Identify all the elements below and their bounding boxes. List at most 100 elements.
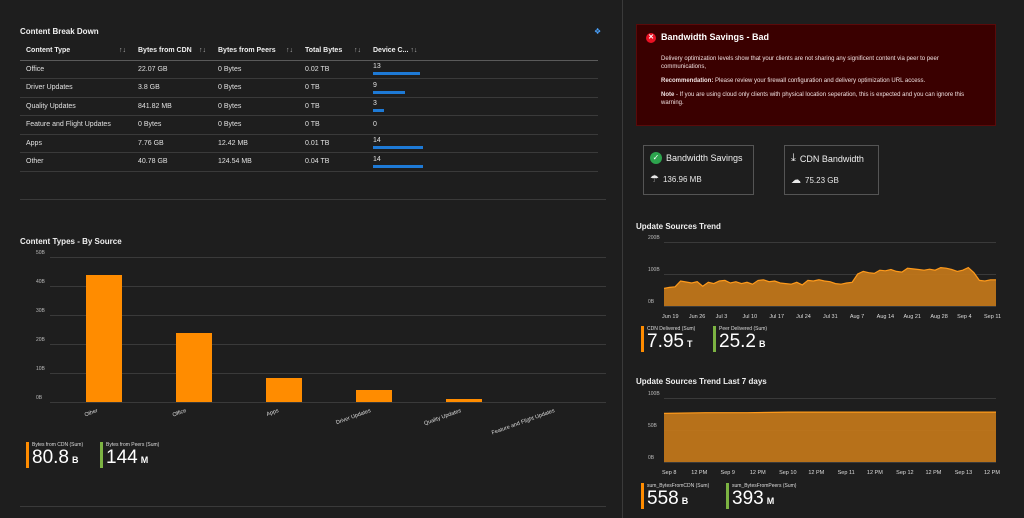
legend-label: sum_BytesFromCDN (Sum)	[647, 483, 710, 489]
legend-value: 144	[106, 447, 138, 468]
x-tick-label: Aug 28	[930, 314, 948, 320]
legend-value-row: 558 B	[647, 489, 709, 511]
gridline	[664, 462, 996, 463]
cell-total: 0 TB	[299, 115, 367, 135]
bar	[356, 390, 392, 402]
table-row[interactable]: Apps 7.76 GB 12.42 MB 0.01 TB 14	[20, 134, 598, 153]
legend-item: CDN Delivered (Sum) 7.95 T	[641, 326, 695, 354]
right-panel	[622, 0, 1024, 518]
col-devices[interactable]: Device C... ↑↓	[367, 42, 598, 61]
table-row[interactable]: Other 40.78 GB 124.54 MB 0.04 TB 14	[20, 152, 598, 172]
legend-item: Peer Delivered (Sum) 25.2 B	[713, 326, 767, 354]
bar	[86, 274, 122, 402]
y-tick-label: 20B	[36, 337, 45, 343]
cell-total: 0 TB	[299, 78, 367, 98]
x-tick-label: Sep 9	[720, 470, 735, 476]
x-tick-label: Jul 10	[742, 314, 758, 320]
x-tick-label: 12 PM	[691, 470, 708, 476]
legend-label: Peer Delivered (Sum)	[719, 326, 768, 332]
cell-total: 0.01 TB	[299, 134, 367, 153]
cell-cdn: 22.07 GB	[132, 60, 212, 79]
legend-label: CDN Delivered (Sum)	[647, 326, 696, 332]
alert-note: Note - If you are using cloud only clien…	[661, 92, 965, 106]
x-tick-label: Sep 11	[837, 470, 855, 476]
col-content-type[interactable]: Content Type ↑↓	[20, 42, 132, 61]
sort-icon[interactable]: ↑↓	[199, 47, 206, 55]
legend-item: Bytes from CDN (Sum) 80.8 B	[26, 442, 83, 470]
x-tick-label: 12 PM	[808, 470, 825, 476]
content-breakdown-table: Content Type ↑↓ Bytes from CDN ↑↓ Bytes fr…	[20, 42, 598, 172]
cell-total: 0.04 TB	[299, 152, 367, 172]
legend-unit: T	[686, 339, 693, 349]
pin-icon[interactable]: ❖	[594, 27, 602, 36]
legend-color-bar	[641, 483, 644, 509]
bandwidth-savings-card: ✓ Bandwidth Savings ☂ 136.96 MB	[643, 145, 754, 195]
series-area	[664, 412, 996, 462]
device-count-bar	[373, 109, 384, 113]
cell-cdn: 40.78 GB	[132, 152, 212, 172]
table-row[interactable]: Driver Updates 3.8 GB 0 Bytes 0 TB 9	[20, 78, 598, 98]
breakdown-title: Content Break Down	[20, 27, 99, 36]
cell-type: Office	[20, 60, 132, 79]
col-total[interactable]: Total Bytes ↑↓	[299, 42, 367, 61]
cell-type: Driver Updates	[20, 78, 132, 98]
device-count-bar	[373, 146, 423, 150]
savings-title: Bandwidth Savings	[666, 153, 743, 163]
cloud-icon: ☁	[791, 175, 801, 186]
cell-devices: 14	[367, 152, 598, 172]
cell-peers: 0 Bytes	[212, 60, 299, 79]
col-peers[interactable]: Bytes from Peers ↑↓	[212, 42, 299, 61]
error-icon: ✕	[646, 33, 656, 43]
table-row[interactable]: Office 22.07 GB 0 Bytes 0.02 TB 13	[20, 60, 598, 79]
cdn-value: 75.23 GB	[805, 176, 839, 185]
x-tick-label: 12 PM	[984, 470, 1000, 476]
sort-icon[interactable]: ↑↓	[286, 47, 293, 55]
gridline	[664, 398, 996, 399]
device-count-bar	[373, 90, 405, 94]
x-tick-label: Sep 13	[954, 470, 973, 476]
legend-label: sum_BytesFromPeers (Sum)	[732, 483, 797, 489]
x-tick-label: Aug 7	[849, 314, 865, 320]
sort-icon[interactable]: ↑↓	[354, 47, 361, 55]
cell-peers: 0 Bytes	[212, 78, 299, 98]
legend-item: sum_BytesFromPeers (Sum) 393 M	[726, 483, 796, 511]
y-tick-label: 0B	[36, 395, 43, 401]
sort-icon[interactable]: ↑↓	[119, 47, 126, 55]
series-area	[664, 267, 996, 306]
cell-peers: 0 Bytes	[212, 97, 299, 116]
x-tick-label: Jul 17	[769, 314, 785, 320]
x-tick-label: Sep 12	[896, 470, 914, 476]
legend-unit: B	[758, 339, 766, 349]
x-tick-label: Sep 4	[957, 314, 972, 320]
y-tick-label: 0B	[648, 299, 655, 305]
cell-cdn: 3.8 GB	[132, 78, 212, 98]
gridline	[664, 306, 996, 307]
cdn-title: CDN Bandwidth	[799, 153, 864, 164]
series-line	[664, 411, 996, 414]
bandwidth-alert: ✕ Bandwidth Savings - Bad Delivery optim…	[636, 24, 996, 126]
device-count-bar	[373, 164, 423, 168]
cell-cdn: 7.76 GB	[132, 134, 212, 153]
cell-cdn: 0 Bytes	[132, 115, 212, 135]
bar	[266, 377, 302, 402]
x-tick-label: Aug 14	[876, 314, 895, 320]
cell-type: Other	[20, 152, 132, 172]
x-tick-label: Aug 21	[903, 314, 921, 320]
x-tick-label: Jul 3	[715, 314, 728, 320]
area-svg	[664, 411, 996, 462]
device-count-bar	[373, 72, 420, 76]
legend-item: Bytes from Peers (Sum) 144 M	[100, 442, 159, 470]
legend-item: sum_BytesFromCDN (Sum) 558 B	[641, 483, 709, 511]
legend-unit: M	[766, 496, 775, 506]
legend-value: 558	[647, 488, 679, 509]
cell-type: Apps	[20, 134, 132, 153]
table-row[interactable]: Feature and Flight Updates 0 Bytes 0 Bytes…	[20, 115, 598, 135]
legend-value: 393	[732, 488, 764, 509]
cell-devices: 3	[367, 97, 598, 116]
col-cdn[interactable]: Bytes from CDN ↑↓	[132, 42, 212, 61]
gridline	[664, 274, 996, 275]
cell-peers: 12.42 MB	[212, 134, 299, 153]
table-row[interactable]: Quality Updates 841.82 MB 0 Bytes 0 TB 3	[20, 97, 598, 116]
alert-recommendation: Recommendation: Please review your firew…	[661, 78, 926, 84]
cell-devices: 14	[367, 134, 598, 153]
